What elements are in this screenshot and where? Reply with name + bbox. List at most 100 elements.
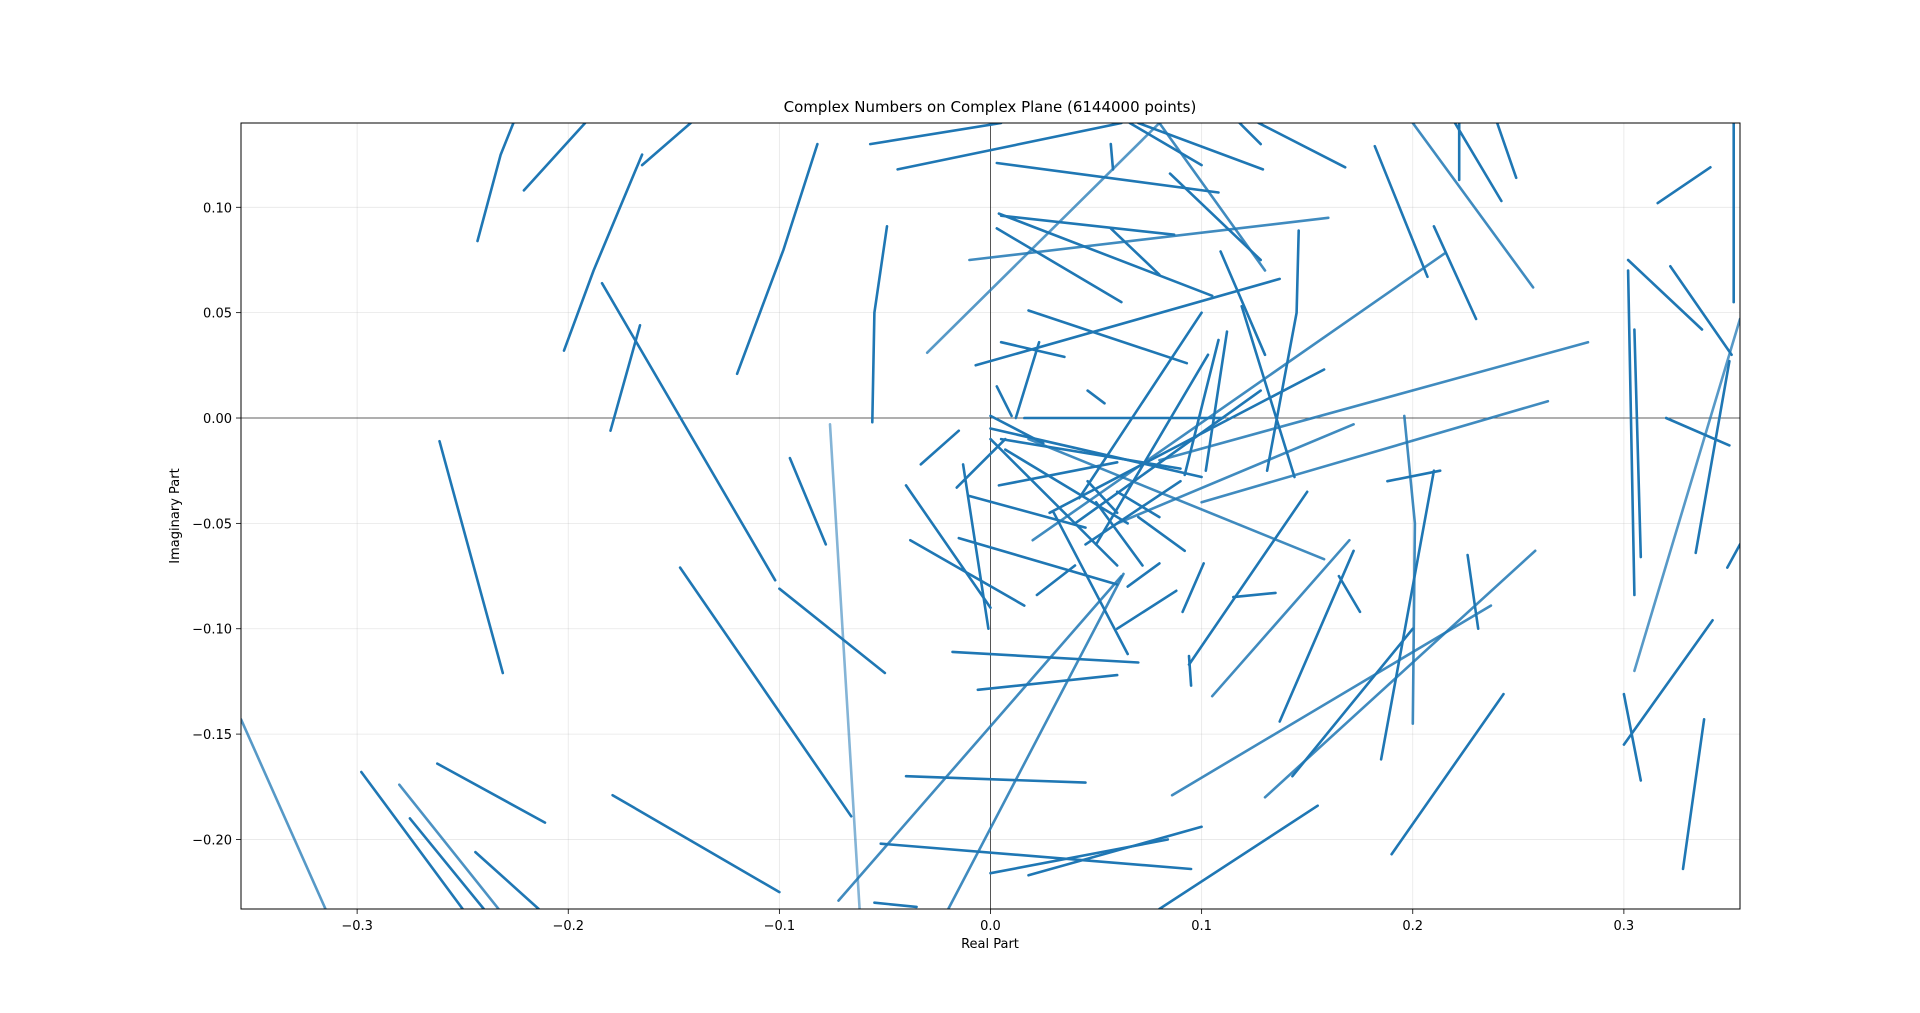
data-segment <box>1094 353 1210 546</box>
data-segment <box>925 123 1161 355</box>
data-segment <box>359 770 465 909</box>
data-segment <box>1432 225 1478 321</box>
data-segment <box>562 153 644 352</box>
data-segment <box>1158 123 1267 272</box>
data-segment <box>640 123 693 167</box>
data-segment <box>1115 589 1178 631</box>
data-segment <box>778 587 887 675</box>
data-segment <box>1664 416 1731 447</box>
y-tick-label: −0.05 <box>192 517 232 532</box>
data-segment <box>1094 500 1144 567</box>
data-segment <box>1210 538 1351 698</box>
data-segment <box>1263 549 1537 799</box>
data-segment <box>957 536 1119 586</box>
data-segment <box>1115 422 1355 525</box>
data-segment <box>1466 553 1480 631</box>
data-segment <box>1084 479 1182 546</box>
data-segment <box>1158 340 1590 462</box>
data-segment <box>868 123 1003 146</box>
data-segment <box>946 572 1125 909</box>
data-segment <box>828 422 861 909</box>
data-segment <box>1109 142 1115 171</box>
data-segment <box>961 463 990 631</box>
data-segment <box>1726 543 1740 569</box>
data-segment <box>438 439 505 675</box>
data-segment <box>1379 469 1436 761</box>
y-tick-label: −0.20 <box>192 833 232 848</box>
y-axis-label: Imaginary Part <box>168 468 183 563</box>
data-segment <box>1219 250 1267 357</box>
data-segment <box>997 212 1214 298</box>
data-segment <box>989 414 1045 445</box>
x-tick-label: −0.2 <box>552 919 584 934</box>
data-segment <box>476 123 515 243</box>
data-segment <box>974 277 1281 367</box>
data-segment <box>1170 604 1493 797</box>
data-segment <box>1181 562 1205 614</box>
data-segment <box>1031 252 1446 542</box>
x-tick-label: 0.2 <box>1402 919 1423 934</box>
data-segment <box>989 427 1203 479</box>
data-segment <box>1035 564 1077 597</box>
y-tick-label: −0.10 <box>192 623 232 638</box>
data-segment <box>1232 591 1277 599</box>
data-segment <box>600 281 777 582</box>
data-segment <box>1128 123 1203 167</box>
data-segment <box>609 323 642 433</box>
data-segment <box>1633 328 1643 559</box>
data-segment <box>1390 692 1505 856</box>
data-segment <box>1403 414 1417 725</box>
data-segment <box>976 673 1119 692</box>
data-segment <box>995 227 1123 304</box>
data-segment <box>397 783 500 909</box>
y-tick-label: 0.10 <box>203 201 232 216</box>
data-segment <box>1137 515 1186 553</box>
data-segment <box>1633 317 1740 673</box>
data-segment <box>1109 227 1161 277</box>
data-segment <box>1386 469 1442 483</box>
data-segment <box>408 817 486 909</box>
data-segment <box>1495 123 1518 180</box>
data-segment <box>1003 448 1129 525</box>
data-segment <box>522 123 587 192</box>
x-tick-label: −0.1 <box>764 919 796 934</box>
data-segment <box>1115 490 1161 519</box>
data-segment <box>999 437 1182 470</box>
x-tick-label: 0.1 <box>1191 919 1212 934</box>
data-segment <box>1291 627 1415 778</box>
data-segment <box>1622 692 1643 782</box>
data-segment <box>1014 340 1041 420</box>
data-segment <box>837 574 1123 902</box>
data-segment <box>1052 511 1129 656</box>
data-segment <box>919 429 961 466</box>
x-axis-label: Real Part <box>961 937 1019 952</box>
data-segment <box>1086 479 1119 515</box>
data-segment <box>474 850 541 909</box>
chart-title: Complex Numbers on Complex Plane (614400… <box>784 98 1197 116</box>
data-segment <box>1137 123 1265 171</box>
data-segment <box>1626 258 1704 331</box>
data-segment <box>908 538 1026 607</box>
data-segment <box>1373 144 1429 279</box>
data-segment <box>1187 654 1193 687</box>
data-segment <box>611 793 781 894</box>
data-segment <box>1694 359 1731 555</box>
data-segment <box>678 566 853 818</box>
data-segment <box>1411 123 1535 289</box>
data-segment <box>435 762 547 824</box>
data-segment <box>896 123 1123 171</box>
data-segment <box>1656 166 1712 205</box>
data-segment <box>999 340 1066 359</box>
y-tick-label: −0.15 <box>192 728 232 743</box>
data-segment <box>1238 123 1262 146</box>
data-segment <box>1158 804 1319 909</box>
data-segment <box>1200 399 1550 504</box>
data-segment <box>1453 123 1503 203</box>
x-tick-label: 0.0 <box>980 919 1001 934</box>
y-tick-label: 0.05 <box>203 307 232 322</box>
data-segment <box>968 494 1087 529</box>
data-segment <box>1622 618 1714 746</box>
data-segment <box>1240 304 1296 479</box>
data-segment <box>873 901 918 909</box>
